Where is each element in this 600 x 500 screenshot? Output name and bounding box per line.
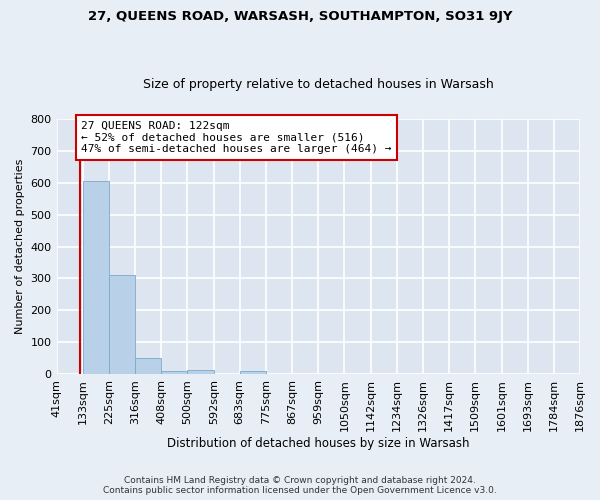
Text: 27 QUEENS ROAD: 122sqm
← 52% of detached houses are smaller (516)
47% of semi-de: 27 QUEENS ROAD: 122sqm ← 52% of detached… [82, 121, 392, 154]
Text: 27, QUEENS ROAD, WARSASH, SOUTHAMPTON, SO31 9JY: 27, QUEENS ROAD, WARSASH, SOUTHAMPTON, S… [88, 10, 512, 23]
Bar [239, 372, 266, 374]
Text: Contains HM Land Registry data © Crown copyright and database right 2024.
Contai: Contains HM Land Registry data © Crown c… [103, 476, 497, 495]
Y-axis label: Number of detached properties: Number of detached properties [15, 159, 25, 334]
X-axis label: Distribution of detached houses by size in Warsash: Distribution of detached houses by size … [167, 437, 470, 450]
Bar [135, 358, 161, 374]
Title: Size of property relative to detached houses in Warsash: Size of property relative to detached ho… [143, 78, 494, 91]
Bar [83, 181, 109, 374]
Bar [161, 370, 187, 374]
Bar [187, 370, 214, 374]
Bar [109, 276, 135, 374]
